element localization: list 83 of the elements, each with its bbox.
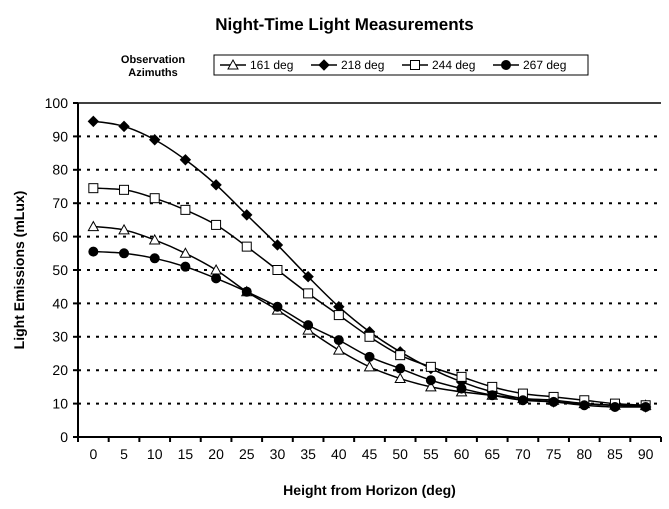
x-tick-label: 0: [89, 446, 98, 462]
x-tick-label: 70: [515, 446, 531, 462]
point: [548, 396, 559, 407]
point: [180, 154, 191, 166]
point: [211, 273, 222, 284]
point: [456, 372, 467, 382]
x-tick-label: 55: [423, 446, 439, 462]
y-tick-label: 50: [52, 262, 68, 278]
point: [242, 242, 252, 252]
point: [180, 204, 190, 215]
x-tick-label: 65: [484, 446, 500, 462]
y-tick-label: 10: [52, 396, 68, 412]
y-tick-label: 80: [52, 162, 68, 178]
y-tick-label: 90: [52, 128, 68, 144]
point: [88, 183, 98, 194]
point: [119, 248, 130, 258]
x-tick-label: 30: [270, 446, 286, 462]
x-tick-label: 40: [331, 446, 347, 462]
point: [180, 248, 191, 258]
point: [426, 375, 436, 386]
legend-label: 267 deg: [523, 58, 566, 72]
point: [241, 209, 252, 220]
point: [88, 246, 98, 257]
x-tick-label: 85: [607, 446, 623, 462]
x-tick-label: 45: [362, 446, 378, 462]
point: [211, 220, 222, 230]
x-tick-label: 15: [178, 446, 194, 462]
x-tick-label: 75: [546, 446, 562, 462]
y-tick-label: 20: [52, 362, 68, 378]
point: [579, 400, 590, 410]
y-axis-title: Light Emissions (mLux): [11, 190, 27, 350]
y-tick-label: 100: [44, 94, 68, 111]
point: [150, 253, 160, 264]
point: [210, 179, 222, 190]
point: [334, 310, 344, 320]
point: [88, 116, 99, 127]
x-tick-label: 20: [208, 446, 224, 462]
point: [364, 352, 374, 362]
point: [518, 395, 528, 406]
point: [119, 184, 130, 195]
point: [303, 320, 314, 330]
point: [426, 362, 436, 372]
point: [364, 361, 375, 372]
y-tick-label: 40: [52, 295, 68, 312]
point: [180, 262, 190, 272]
point: [487, 382, 498, 392]
point: [88, 221, 99, 232]
point: [395, 364, 406, 374]
x-tick-label: 35: [300, 446, 316, 462]
point: [303, 288, 314, 298]
point: [118, 120, 130, 132]
x-tick-label: 25: [238, 446, 255, 462]
point: [334, 335, 344, 346]
point: [150, 193, 160, 204]
point: [272, 302, 282, 312]
y-tick-label: 60: [52, 228, 68, 244]
x-tick-label: 5: [120, 446, 128, 462]
legend-title: Observation Azimuths: [120, 54, 186, 79]
point: [118, 224, 130, 234]
point: [395, 350, 406, 360]
point: [210, 264, 222, 274]
point: [364, 332, 374, 342]
legend-label: 161 deg: [250, 58, 294, 72]
legend-label: 218 deg: [341, 58, 384, 72]
x-tick-label: 90: [638, 446, 654, 462]
point: [456, 384, 467, 394]
point: [149, 134, 160, 146]
x-tick-label: 60: [454, 446, 470, 462]
x-tick-label: 50: [392, 446, 408, 462]
point: [272, 265, 282, 275]
point: [302, 271, 314, 282]
legend-label: 244 deg: [432, 58, 476, 72]
y-tick-label: 30: [52, 328, 68, 345]
x-tick-label: 80: [576, 446, 592, 462]
x-axis-title: Height from Horizon (deg): [283, 482, 456, 498]
y-tick-label: 0: [60, 428, 68, 445]
point: [149, 234, 160, 244]
chart-title: Night-Time Light Measurements: [215, 15, 474, 34]
x-tick-label: 10: [146, 446, 163, 462]
point: [272, 239, 283, 250]
y-tick-label: 70: [52, 195, 68, 212]
point: [333, 344, 344, 355]
point: [394, 373, 406, 384]
